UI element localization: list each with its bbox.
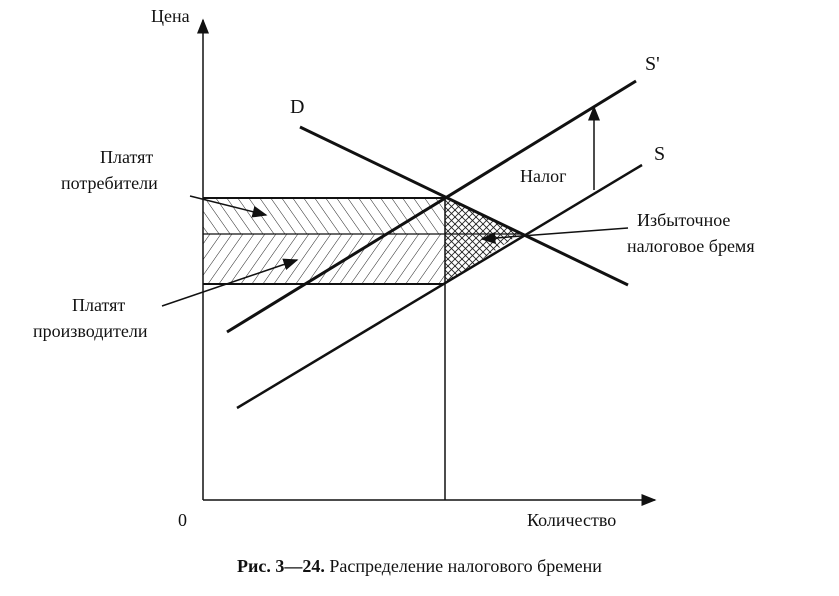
figure-caption: Рис. 3—24. Распределение налогового брем… [0, 556, 839, 577]
producer-burden-area [203, 234, 445, 284]
tax-label: Налог [520, 166, 567, 186]
supply-taxed-label: S' [645, 53, 660, 75]
caption-number: Рис. 3—24. [237, 556, 325, 576]
deadweight-loss-area [445, 198, 520, 284]
excess-burden-label-1: Избыточное [637, 210, 730, 230]
demand-curve [299, 125, 629, 287]
producers-pay-label-1: Платят [72, 295, 125, 315]
demand-label: D [290, 96, 304, 118]
consumers-pay-label-1: Платят [100, 147, 153, 167]
consumers-pay-label-2: потребители [61, 173, 158, 193]
y-axis-label: Цена [151, 6, 190, 26]
producers-pointer [161, 258, 299, 307]
consumer-burden-area [203, 198, 445, 234]
excess-burden-pointer [480, 227, 629, 244]
supply-curve [236, 163, 643, 410]
consumers-pointer [189, 195, 268, 218]
caption-text: Распределение налогового бремени [324, 556, 602, 576]
supply-taxed-curve [226, 79, 637, 334]
supply-label: S [654, 143, 665, 165]
excess-burden-label-2: налоговое бремя [627, 236, 755, 256]
producers-pay-label-2: производители [33, 321, 148, 341]
x-axis-label: Количество [527, 510, 616, 530]
origin-label: 0 [178, 510, 187, 530]
